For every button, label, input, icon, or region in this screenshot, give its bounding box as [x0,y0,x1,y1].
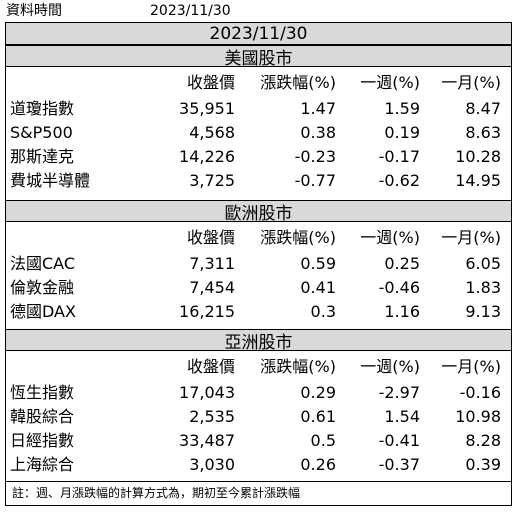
close-value: 33,487 [179,431,235,450]
week-value: -2.97 [378,383,420,402]
col-change: 漲跌幅(%) [260,228,336,247]
change-value: 0.59 [300,254,336,273]
close-value: 2,535 [189,407,235,426]
table-title: 2023/11/30 [6,23,511,45]
index-name: 日經指數 [10,431,75,450]
table-row: 費城半導體 3,725 -0.77 -0.62 14.95 [6,169,511,193]
close-value: 17,043 [179,383,235,402]
col-week: 一週(%) [360,73,420,92]
index-name: 倫敦金融 [10,278,75,297]
change-value: 0.26 [300,455,336,474]
close-value: 35,951 [179,99,235,118]
index-name: 恆生指數 [10,383,75,402]
section-title: 歐洲股市 [224,203,293,224]
table-row: 道瓊指數 35,951 1.47 1.59 8.47 [6,97,511,121]
change-value: 0.5 [310,431,336,450]
close-value: 7,454 [189,278,235,297]
month-value: 8.63 [465,123,501,142]
table-row: 上海綜合 3,030 0.26 -0.37 0.39 [6,453,511,477]
column-header-row: 收盤價 漲跌幅(%) 一週(%) 一月(%) [6,71,511,95]
table-row: 恆生指數 17,043 0.29 -2.97 -0.16 [6,381,511,405]
month-value: 10.28 [455,147,501,166]
close-value: 4,568 [189,123,235,142]
col-close: 收盤價 [186,357,235,376]
table-row: S&P500 4,568 0.38 0.19 8.63 [6,121,511,145]
month-value: 14.95 [455,171,501,190]
table-row: 德國DAX 16,215 0.3 1.16 9.13 [6,300,511,324]
table-row: 倫敦金融 7,454 0.41 -0.46 1.83 [6,276,511,300]
table-row: 法國CAC 7,311 0.59 0.25 6.05 [6,252,511,276]
data-time-line: 資料時間 2023/11/30 [0,0,517,22]
column-header-row: 收盤價 漲跌幅(%) 一週(%) 一月(%) [6,226,511,250]
week-value: -0.37 [378,455,420,474]
table-row: 日經指數 33,487 0.5 -0.41 8.28 [6,429,511,453]
index-name: 費城半導體 [10,171,91,190]
footnote: 註：週、月漲跌幅的計算方式為，期初至今累計漲跌幅 [6,481,511,505]
change-value: 0.38 [300,123,336,142]
change-value: -0.23 [294,147,336,166]
data-time-label: 資料時間 [6,3,62,19]
col-week: 一週(%) [360,228,420,247]
close-value: 3,725 [189,171,235,190]
change-value: 0.41 [300,278,336,297]
col-close: 收盤價 [186,228,235,247]
week-value: -0.46 [378,278,420,297]
month-value: 1.83 [465,278,501,297]
month-value: 0.39 [465,455,501,474]
table-row: 韓股綜合 2,535 0.61 1.54 10.98 [6,405,511,429]
index-name: 那斯達克 [10,147,75,166]
week-value: -0.62 [378,171,420,190]
change-value: -0.77 [294,171,336,190]
col-change: 漲跌幅(%) [260,73,336,92]
week-value: 1.59 [384,99,420,118]
section-header-asia: 亞洲股市 [6,329,511,353]
section-title: 美國股市 [224,48,293,69]
col-close: 收盤價 [186,73,235,92]
month-value: 6.05 [465,254,501,273]
week-value: 1.54 [384,407,420,426]
close-value: 14,226 [179,147,235,166]
section-header-us: 美國股市 [6,45,511,69]
change-value: 0.29 [300,383,336,402]
week-value: -0.17 [378,147,420,166]
week-value: -0.41 [378,431,420,450]
section-header-europe: 歐洲股市 [6,200,511,224]
col-month: 一月(%) [441,357,501,376]
change-value: 0.61 [300,407,336,426]
section-title: 亞洲股市 [224,332,293,353]
index-name: 韓股綜合 [10,407,75,426]
market-table: 2023/11/30 美國股市 收盤價 漲跌幅(%) 一週(%) 一月(%) 道… [5,22,512,506]
index-name: 上海綜合 [10,455,75,474]
close-value: 3,030 [189,455,235,474]
close-value: 16,215 [179,302,235,321]
table-title-text: 2023/11/30 [209,23,308,44]
col-change: 漲跌幅(%) [260,357,336,376]
data-time-value: 2023/11/30 [150,3,231,19]
index-name: 道瓊指數 [10,99,75,118]
col-month: 一月(%) [441,73,501,92]
column-header-row: 收盤價 漲跌幅(%) 一週(%) 一月(%) [6,355,511,379]
week-value: 0.19 [384,123,420,142]
table-row: 那斯達克 14,226 -0.23 -0.17 10.28 [6,145,511,169]
change-value: 1.47 [300,99,336,118]
close-value: 7,311 [189,254,235,273]
index-name: 法國CAC [10,254,76,273]
month-value: 9.13 [465,302,501,321]
col-week: 一週(%) [360,357,420,376]
week-value: 1.16 [384,302,420,321]
footnote-text: 註：週、月漲跌幅的計算方式為，期初至今累計漲跌幅 [12,486,301,500]
month-value: 8.28 [465,431,501,450]
week-value: 0.25 [384,254,420,273]
col-month: 一月(%) [441,228,501,247]
index-name: 德國DAX [10,302,76,321]
month-value: -0.16 [459,383,501,402]
month-value: 10.98 [455,407,501,426]
change-value: 0.3 [310,302,336,321]
index-name: S&P500 [10,123,73,142]
month-value: 8.47 [465,99,501,118]
